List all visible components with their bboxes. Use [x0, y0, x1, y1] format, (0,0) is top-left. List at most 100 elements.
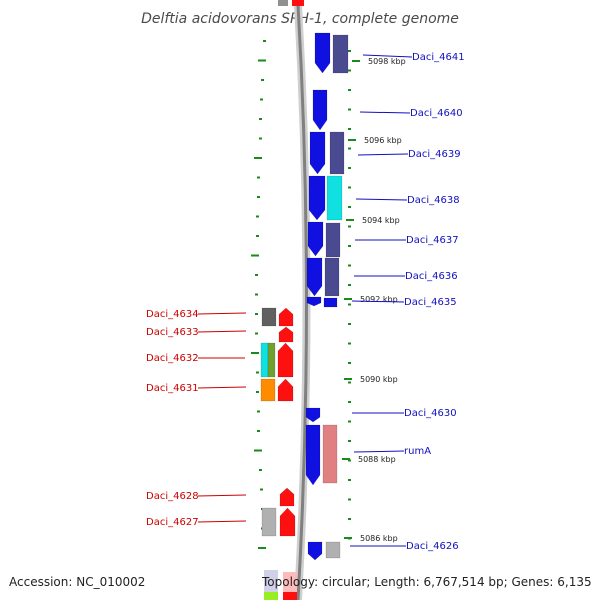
gene-arrow-forward [306, 257, 323, 297]
right-gene-labels: Daci_4641 Daci_4640 Daci_4639 Daci_4638 Daci… [404, 52, 465, 552]
left-tick-dot [257, 430, 260, 432]
right-tick-dot [348, 362, 351, 364]
left-tick-dot [259, 137, 262, 140]
leader-line [197, 312, 247, 315]
right-tick-dot [348, 167, 351, 169]
gene-block-purple [329, 131, 345, 175]
right-tick-dot [348, 128, 351, 130]
gene-arrow-reverse [278, 326, 294, 343]
left-tick-marks [251, 40, 266, 549]
gene-features [260, 32, 349, 561]
right-tick-dot [348, 147, 351, 150]
top-fragments [278, 0, 304, 6]
gene-label-right: Daci_4626 [406, 541, 459, 552]
gene-block-gray [261, 507, 277, 537]
gene-arrow-forward [312, 89, 328, 131]
gene-label-right: Daci_4636 [405, 271, 458, 282]
right-tick-dot [348, 479, 351, 481]
right-tick-dot [348, 518, 351, 520]
leader-line [197, 494, 247, 497]
gene-label-left: Daci_4633 [146, 327, 199, 338]
left-tick-dot [259, 118, 262, 120]
left-tick-dot [254, 157, 262, 159]
right-tick-dot [348, 420, 351, 423]
gene-arrow-reverse [277, 342, 294, 378]
kbp-tick-mark [348, 139, 356, 141]
gene-label-right: Daci_4635 [404, 297, 457, 308]
left-tick-dot [251, 352, 259, 354]
genome-backbone [294, 4, 311, 600]
gene-block-blue [323, 297, 338, 308]
fragment-red-bottom [283, 592, 297, 600]
kbp-tick-label: 5094 kbp [362, 216, 400, 225]
left-tick-dot [261, 79, 264, 81]
right-tick-dot [348, 108, 351, 111]
right-tick-dot [348, 303, 351, 306]
left-tick-dot [256, 391, 259, 393]
right-tick-dot [348, 245, 351, 247]
kbp-tick-mark [352, 60, 360, 62]
right-tick-dot [348, 206, 351, 208]
gene-arrow-forward [306, 296, 322, 307]
left-tick-dot [263, 40, 266, 42]
left-tick-dot [256, 235, 259, 237]
label-leaders [197, 54, 413, 547]
left-tick-dot [254, 449, 262, 452]
left-tick-dot [257, 196, 260, 198]
leader-line [357, 153, 409, 156]
accession-label: Accession: NC_010002 [9, 575, 145, 589]
gene-label-right: Daci_4630 [404, 408, 457, 419]
right-tick-dot [348, 50, 351, 52]
gene-label-left: Daci_4628 [146, 491, 199, 502]
left-tick-dot [260, 98, 263, 101]
leader-line [197, 386, 247, 389]
gene-block-olive [267, 342, 276, 378]
gene-block-pink [322, 424, 338, 484]
right-tick-dot [348, 498, 351, 501]
gene-label-right: Daci_4640 [410, 108, 463, 119]
leader-line [359, 111, 411, 114]
gene-arrow-forward [305, 407, 321, 423]
left-tick-dot [259, 469, 262, 471]
kbp-tick-label: 5090 kbp [360, 375, 398, 384]
leader-line [355, 198, 408, 201]
gene-block-cyan [260, 342, 269, 378]
left-gene-labels: Daci_4634 Daci_4633 Daci_4632 Daci_4631 Daci… [146, 309, 199, 528]
fragment-gray [278, 0, 288, 6]
right-tick-dot [348, 401, 351, 403]
gene-block-gray [325, 541, 341, 559]
kbp-tick-label: 5096 kbp [364, 136, 402, 145]
right-tick-dot [348, 323, 351, 325]
gene-block-purple [332, 34, 349, 74]
gene-arrow-reverse [279, 487, 295, 507]
right-tick-dot [348, 459, 351, 462]
leader-line [197, 330, 247, 333]
gene-arrow-forward [308, 175, 326, 221]
gene-block-purple [324, 257, 340, 297]
left-tick-dot [257, 410, 260, 413]
right-tick-dot [348, 284, 351, 286]
gene-arrow-forward [309, 131, 326, 175]
left-tick-dot [255, 313, 258, 315]
gene-arrow-reverse [278, 307, 294, 327]
right-tick-marks [348, 50, 351, 540]
right-tick-dot [348, 225, 351, 228]
left-tick-dot [260, 488, 263, 491]
kbp-tick-labels: 5098 kbp 5096 kbp 5094 kbp 5092 kbp 5090 kbp… [342, 57, 406, 543]
gene-arrow-forward [314, 32, 331, 74]
right-tick-dot [348, 381, 351, 384]
gene-arrow-reverse [277, 378, 294, 402]
kbp-tick-label: 5098 kbp [368, 57, 406, 66]
gene-label-right: Daci_4639 [408, 149, 461, 160]
gene-label-left: Daci_4627 [146, 517, 199, 528]
right-tick-dot [348, 264, 351, 267]
left-tick-dot [256, 371, 259, 374]
kbp-tick-mark [344, 537, 352, 539]
kbp-tick-mark [344, 298, 352, 300]
kbp-tick-label: 5092 kbp [360, 295, 398, 304]
kbp-tick-label: 5086 kbp [360, 534, 398, 543]
kbp-tick-mark [346, 219, 354, 221]
left-tick-dot [256, 215, 259, 218]
left-tick-dot [257, 176, 260, 179]
